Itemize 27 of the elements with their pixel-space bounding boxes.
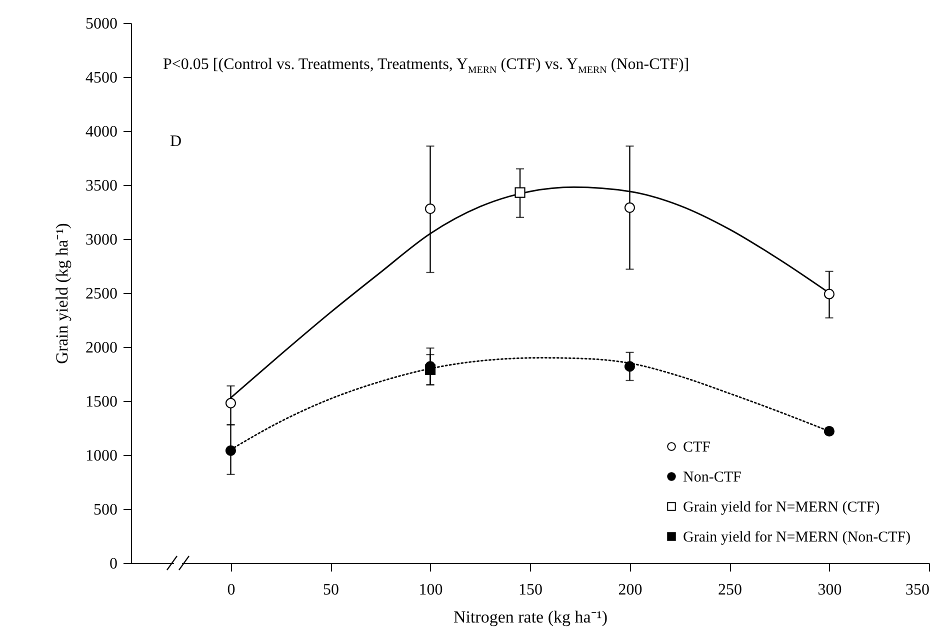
- x-tick-label: 200: [618, 582, 642, 598]
- legend-label: Grain yield for N=MERN (Non-CTF): [683, 530, 911, 546]
- x-tick-label: 50: [323, 582, 339, 598]
- x-axis-title: Nitrogen rate (kg ha⁻¹): [453, 608, 608, 626]
- y-tick-label: 4000: [86, 124, 118, 140]
- y-tick-label: 500: [94, 502, 118, 518]
- x-tick-label: 100: [418, 582, 443, 598]
- legend-label: CTF: [683, 440, 711, 456]
- y-tick-label: 2000: [86, 340, 118, 356]
- y-tick-label: 4500: [86, 70, 118, 86]
- y-tick-label: 5000: [86, 16, 118, 32]
- y-tick-label: 3000: [86, 232, 118, 248]
- y-tick-label: 1000: [86, 448, 118, 464]
- y-tick-label: 0: [110, 556, 118, 572]
- x-tick-label: 250: [718, 582, 742, 598]
- annotation: P<0.05 [(Control vs. Treatments, Treatments, Y$_{MERN}$ (CTF) vs. Y$_{MERN}$ (Non-CTF)]: [163, 56, 690, 76]
- legend-label: Grain yield for N=MERN (CTF): [683, 500, 880, 516]
- x-tick-label: 350: [906, 582, 930, 598]
- annotation: D: [170, 133, 182, 151]
- y-tick-label: 3500: [86, 178, 118, 194]
- x-tick-label: 150: [518, 582, 542, 598]
- x-tick-label: 0: [227, 582, 236, 598]
- x-tick-label: 300: [818, 582, 842, 598]
- y-tick-label: 1500: [86, 394, 118, 410]
- legend-label: Non-CTF: [683, 470, 742, 486]
- y-tick-label: 2500: [86, 286, 118, 302]
- y-axis-title: Grain yield (kg ha⁻¹): [52, 223, 72, 364]
